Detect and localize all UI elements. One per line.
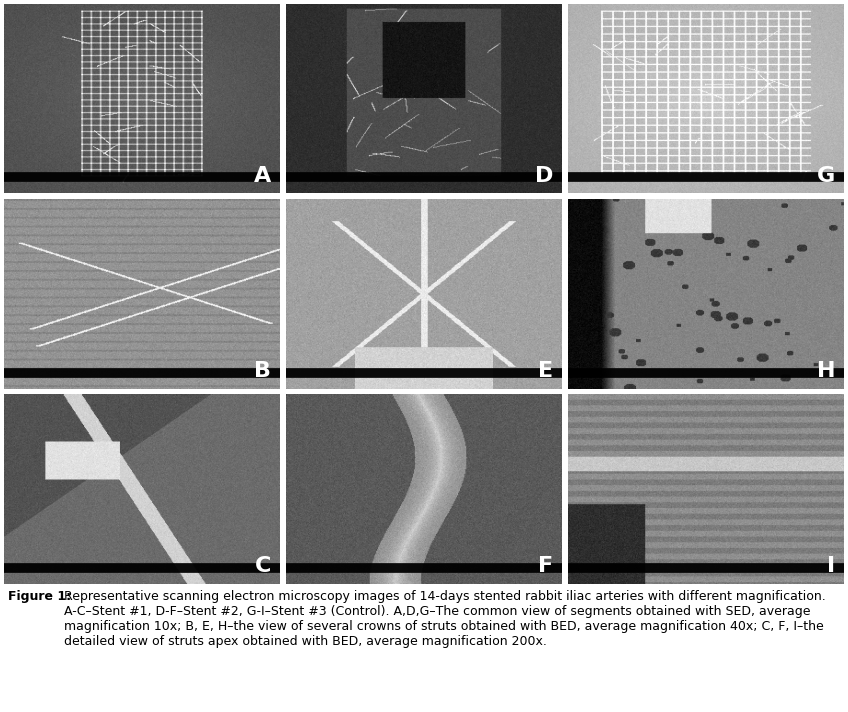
Text: G: G — [817, 166, 835, 186]
Text: F: F — [538, 556, 554, 576]
Text: A: A — [254, 166, 271, 186]
Text: D: D — [535, 166, 554, 186]
Text: C: C — [255, 556, 271, 576]
Text: H: H — [817, 361, 835, 381]
Text: Figure 1:: Figure 1: — [8, 590, 71, 603]
Text: E: E — [538, 361, 554, 381]
Text: I: I — [828, 556, 835, 576]
Text: Representative scanning electron microscopy images of 14-days stented rabbit ili: Representative scanning electron microsc… — [64, 590, 826, 648]
Text: B: B — [254, 361, 271, 381]
